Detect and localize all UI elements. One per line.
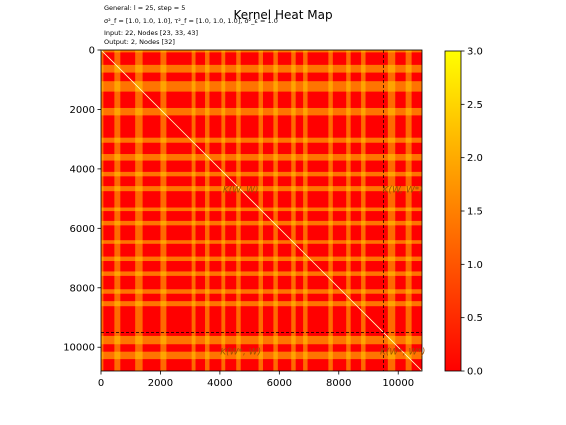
x-tick-label: 8000	[326, 378, 351, 389]
vertical-stripe-band	[135, 50, 143, 371]
x-tick-label: 2000	[148, 378, 173, 389]
block-label: K(W, W)	[223, 186, 259, 196]
y-tick-label: 0	[89, 46, 95, 57]
y-tick-label: 2000	[70, 105, 95, 116]
colorbar-tick-label: 3.0	[467, 47, 483, 58]
x-tick-label: 10000	[382, 378, 414, 389]
heatmap-frame	[100, 49, 423, 372]
colorbar-tick-label: 2.5	[467, 100, 483, 111]
y-tick-label: 8000	[70, 283, 95, 294]
vertical-stripe-band	[236, 50, 241, 371]
diagonal-line	[101, 50, 422, 371]
info-line-input: Input: 22, Nodes [23, 33, 43]	[104, 29, 198, 37]
vertical-stripe-band	[346, 50, 351, 371]
vertical-stripe-band	[303, 50, 308, 371]
colorbar	[444, 50, 462, 372]
vertical-stripe-band	[273, 50, 278, 371]
x-tick-label: 0	[98, 378, 104, 389]
colorbar-tick-label: 2.0	[467, 153, 483, 164]
y-axis-ticks: 0 2000 4000 6000 8000 10000	[63, 46, 101, 354]
vertical-stripe-band	[361, 50, 366, 371]
block-label: K(W, W*)	[383, 186, 423, 196]
vertical-stripe-band	[405, 50, 412, 371]
vertical-stripe-band	[387, 50, 396, 371]
y-tick-label: 10000	[63, 343, 95, 354]
block-label-group: K(W, W) K(W, W*) K(W*, W) K(W*, W*)	[220, 186, 425, 358]
info-line-general: General: l = 25, step = 5	[104, 4, 185, 12]
vertical-stripe-band	[191, 50, 196, 371]
vertical-stripe-band	[221, 50, 226, 371]
vertical-stripe-band	[114, 50, 121, 371]
colorbar-tick-label: 0.5	[467, 313, 483, 324]
y-tick-label: 4000	[70, 164, 95, 175]
vertical-stripe-band	[101, 50, 104, 371]
y-tick-label: 6000	[70, 224, 95, 235]
colorbar-tick-label: 1.0	[467, 260, 483, 271]
block-label: K(W*, W*)	[380, 348, 425, 358]
colorbar-ticks: 0.0 0.5 1.0 1.5 2.0 2.5 3.0	[461, 47, 483, 378]
x-tick-label: 6000	[267, 378, 292, 389]
x-axis-ticks: 0 2000 4000 6000 8000 10000	[98, 371, 414, 389]
colorbar-tick-label: 1.5	[467, 207, 483, 218]
vertical-stripe-band	[328, 50, 333, 371]
heatmap-plot-area	[101, 50, 422, 371]
colorbar-tick-label: 0.0	[467, 367, 483, 378]
vertical-stripe-band	[160, 50, 167, 371]
vertical-stripe-band	[205, 50, 210, 371]
block-label: K(W*, W)	[220, 348, 261, 358]
vertical-stripe-band	[291, 50, 296, 371]
vertical-stripe-group	[101, 50, 412, 371]
x-tick-label: 4000	[207, 378, 232, 389]
info-line-variances: σ²_f = [1.0, 1.0, 1.0], τ²_f = [1.0, 1.0…	[104, 17, 278, 25]
partition-lines	[101, 50, 422, 371]
info-line-output: Output: 2, Nodes [32]	[104, 38, 175, 46]
chart-title: Kernel Heat Map	[233, 8, 332, 22]
vertical-stripe-band	[258, 50, 263, 371]
